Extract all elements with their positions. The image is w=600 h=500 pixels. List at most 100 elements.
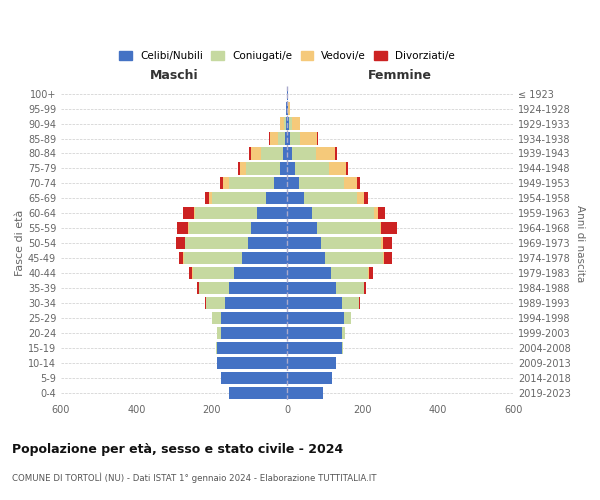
Bar	[261, 148, 283, 160]
Bar	[287, 118, 289, 130]
Bar	[287, 132, 290, 144]
Bar	[311, 207, 374, 220]
Bar	[283, 148, 287, 160]
Bar	[342, 326, 345, 339]
Bar	[329, 162, 346, 174]
Bar	[336, 282, 364, 294]
Y-axis label: Fasce di età: Fasce di età	[15, 210, 25, 276]
Bar	[370, 267, 373, 279]
Bar	[287, 326, 342, 339]
Bar	[287, 297, 342, 309]
Bar	[287, 312, 344, 324]
Bar	[335, 148, 337, 160]
Bar	[317, 222, 380, 234]
Bar	[287, 252, 325, 264]
Bar	[269, 132, 270, 144]
Bar	[217, 342, 287, 354]
Bar	[205, 297, 206, 309]
Bar	[287, 386, 323, 399]
Bar	[185, 237, 248, 250]
Bar	[292, 118, 299, 130]
Bar	[235, 267, 287, 279]
Bar	[274, 177, 287, 190]
Bar	[240, 162, 246, 174]
Bar	[176, 237, 185, 250]
Bar	[357, 192, 364, 204]
Bar	[209, 192, 212, 204]
Bar	[344, 312, 350, 324]
Text: COMUNE DI TORTOLÌ (NU) - Dati ISTAT 1° gennaio 2024 - Elaborazione TUTTITALIA.IT: COMUNE DI TORTOLÌ (NU) - Dati ISTAT 1° g…	[12, 472, 377, 483]
Bar	[183, 207, 194, 220]
Bar	[189, 267, 192, 279]
Bar	[344, 177, 357, 190]
Text: Femmine: Femmine	[368, 68, 432, 82]
Bar	[229, 282, 287, 294]
Bar	[251, 148, 261, 160]
Bar	[316, 148, 335, 160]
Bar	[270, 132, 278, 144]
Bar	[212, 312, 221, 324]
Bar	[299, 177, 344, 190]
Bar	[287, 372, 332, 384]
Bar	[325, 252, 383, 264]
Bar	[246, 162, 280, 174]
Bar	[287, 222, 317, 234]
Bar	[321, 237, 382, 250]
Bar	[364, 282, 367, 294]
Bar	[377, 207, 385, 220]
Bar	[225, 297, 287, 309]
Bar	[192, 267, 193, 279]
Bar	[286, 132, 287, 144]
Bar	[290, 132, 299, 144]
Bar	[284, 118, 286, 130]
Bar	[206, 297, 225, 309]
Bar	[193, 267, 235, 279]
Bar	[364, 192, 368, 204]
Bar	[299, 118, 301, 130]
Bar	[385, 252, 392, 264]
Bar	[331, 267, 368, 279]
Bar	[217, 356, 287, 369]
Bar	[342, 342, 343, 354]
Bar	[382, 222, 397, 234]
Bar	[194, 207, 195, 220]
Bar	[280, 162, 287, 174]
Bar	[382, 237, 383, 250]
Bar	[304, 192, 357, 204]
Bar	[188, 222, 189, 234]
Bar	[229, 386, 287, 399]
Bar	[286, 118, 287, 130]
Bar	[287, 162, 295, 174]
Bar	[295, 162, 329, 174]
Bar	[248, 237, 287, 250]
Bar	[221, 326, 287, 339]
Bar	[280, 118, 284, 130]
Text: Popolazione per età, sesso e stato civile - 2024: Popolazione per età, sesso e stato civil…	[12, 442, 343, 456]
Bar	[221, 372, 287, 384]
Bar	[242, 252, 287, 264]
Bar	[383, 252, 385, 264]
Bar	[220, 177, 223, 190]
Bar	[299, 132, 317, 144]
Bar	[197, 282, 199, 294]
Bar	[357, 177, 360, 190]
Bar	[287, 237, 321, 250]
Bar	[257, 207, 287, 220]
Bar	[179, 252, 183, 264]
Bar	[189, 222, 251, 234]
Legend: Celibi/Nubili, Coniugati/e, Vedovi/e, Divorziati/e: Celibi/Nubili, Coniugati/e, Vedovi/e, Di…	[116, 48, 458, 64]
Y-axis label: Anni di nascita: Anni di nascita	[575, 204, 585, 282]
Bar	[184, 252, 242, 264]
Bar	[383, 237, 392, 250]
Bar	[199, 282, 229, 294]
Bar	[229, 177, 274, 190]
Bar	[287, 342, 342, 354]
Bar	[368, 267, 370, 279]
Bar	[238, 162, 240, 174]
Bar	[177, 222, 188, 234]
Bar	[289, 102, 290, 115]
Bar	[287, 192, 304, 204]
Bar	[205, 192, 209, 204]
Bar	[278, 132, 286, 144]
Bar	[342, 297, 359, 309]
